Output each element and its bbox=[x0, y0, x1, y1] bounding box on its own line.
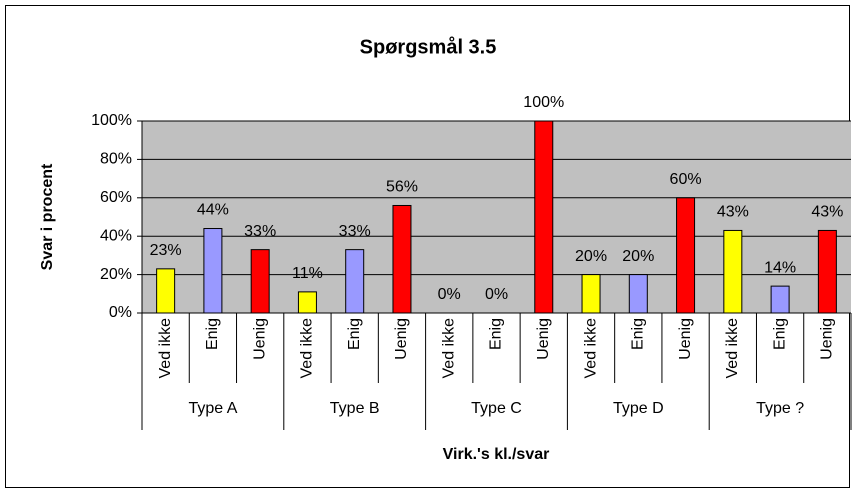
x-tick-label: Uenig bbox=[535, 318, 552, 360]
group-label: Type ? bbox=[756, 400, 804, 417]
y-tick-label: 0% bbox=[109, 304, 132, 321]
x-axis-label: Virk.'s kl./svar bbox=[443, 446, 550, 463]
value-label: 0% bbox=[485, 286, 508, 303]
bar bbox=[770, 285, 790, 314]
x-tick-label: Uenig bbox=[677, 318, 694, 360]
bar bbox=[345, 249, 365, 314]
x-tick-label: Uenig bbox=[819, 318, 836, 360]
group-label: Type A bbox=[188, 400, 237, 417]
group-label: Type C bbox=[471, 400, 522, 417]
x-tick-label: Uenig bbox=[251, 318, 268, 360]
bar bbox=[250, 249, 270, 314]
x-tick-label: Enig bbox=[771, 318, 788, 350]
bar bbox=[297, 291, 317, 314]
value-label: 20% bbox=[575, 248, 607, 265]
y-tick-label: 60% bbox=[100, 189, 132, 206]
bar bbox=[581, 274, 601, 314]
bar bbox=[723, 229, 743, 314]
value-label: 33% bbox=[244, 223, 276, 240]
y-axis-label: Svar i procent bbox=[39, 163, 56, 270]
x-tick-label: Ved ikke bbox=[440, 318, 457, 379]
value-label: 43% bbox=[717, 204, 749, 221]
value-label: 11% bbox=[292, 265, 323, 282]
chart-title: Spørgsmål 3.5 bbox=[360, 35, 497, 58]
x-tick-label: Ved ikke bbox=[724, 318, 741, 379]
x-tick-label: Enig bbox=[488, 318, 505, 350]
bar bbox=[392, 204, 412, 314]
value-label: 33% bbox=[339, 223, 371, 240]
x-tick-label: Enig bbox=[346, 318, 363, 350]
value-label: 43% bbox=[811, 204, 843, 221]
bar bbox=[203, 228, 223, 314]
x-tick-label: Enig bbox=[204, 318, 221, 350]
x-tick-label: Ved ikke bbox=[157, 318, 174, 379]
x-tick-label: Ved ikke bbox=[582, 318, 599, 379]
value-label: 23% bbox=[150, 242, 182, 259]
value-label: 0% bbox=[438, 286, 461, 303]
y-tick-label: 20% bbox=[100, 266, 132, 283]
bar bbox=[628, 274, 648, 314]
group-label: Type D bbox=[613, 400, 664, 417]
value-label: 44% bbox=[197, 202, 229, 219]
y-tick-label: 100% bbox=[91, 112, 132, 129]
bar bbox=[676, 197, 696, 314]
value-label: 14% bbox=[764, 259, 796, 276]
y-tick-label: 40% bbox=[100, 227, 132, 244]
x-tick-label: Ved ikke bbox=[299, 318, 316, 379]
value-label: 100% bbox=[523, 94, 564, 111]
y-tick-label: 80% bbox=[100, 151, 132, 168]
bar bbox=[817, 229, 837, 314]
group-label: Type B bbox=[330, 400, 380, 417]
x-tick-label: Uenig bbox=[393, 318, 410, 360]
bar bbox=[156, 268, 176, 314]
x-tick-label: Enig bbox=[630, 318, 647, 350]
bar bbox=[534, 120, 554, 314]
value-label: 60% bbox=[670, 171, 702, 188]
value-label: 20% bbox=[622, 248, 654, 265]
value-label: 56% bbox=[386, 179, 418, 196]
